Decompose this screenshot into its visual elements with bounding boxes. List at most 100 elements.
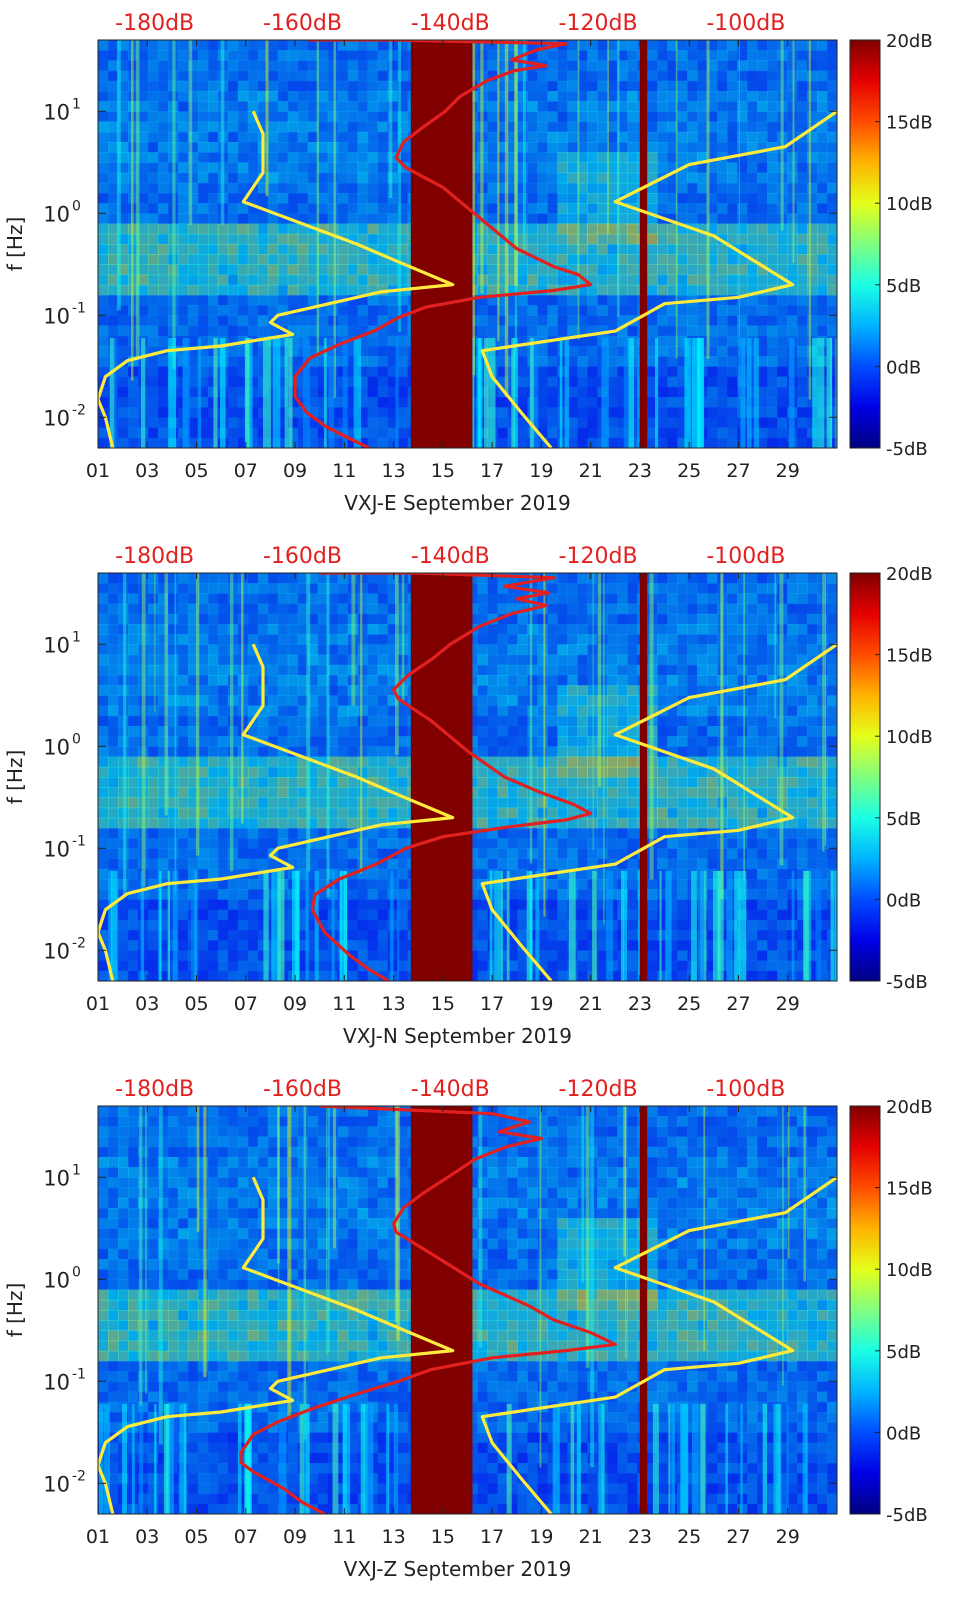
spectrogram-cell bbox=[258, 583, 269, 594]
spectrogram-cell bbox=[398, 407, 409, 418]
spectrogram-cell bbox=[318, 50, 329, 61]
spectrogram-cell bbox=[158, 377, 169, 388]
spectrogram-cell bbox=[797, 377, 808, 388]
spectrogram-cell bbox=[128, 665, 139, 676]
spectrogram-cell bbox=[587, 315, 598, 326]
spectrogram-cell bbox=[218, 614, 229, 625]
spectrogram-cell bbox=[757, 193, 768, 204]
spectrogram-cell bbox=[607, 397, 618, 408]
spectrogram-cell bbox=[148, 60, 159, 71]
spectrogram-cell bbox=[727, 438, 738, 449]
spectrogram-cell bbox=[278, 604, 289, 615]
spectrogram-cell bbox=[378, 336, 389, 347]
spectrogram-cell bbox=[238, 930, 249, 941]
spectrogram-cell bbox=[228, 101, 239, 112]
spectrogram-cell bbox=[557, 50, 568, 61]
transient-streak bbox=[607, 40, 609, 233]
spectrogram-cell bbox=[348, 848, 359, 859]
spectrogram-cell bbox=[148, 655, 159, 666]
spectrogram-cell bbox=[488, 787, 499, 798]
spectrogram-cell bbox=[148, 899, 159, 910]
spectrogram-cell bbox=[398, 397, 409, 408]
spectrogram-cell bbox=[527, 634, 538, 645]
spectrogram-cell bbox=[368, 940, 379, 951]
spectrogram-cell bbox=[208, 142, 219, 153]
spectrogram-cell bbox=[258, 848, 269, 859]
spectrogram-cell bbox=[527, 81, 538, 92]
spectrogram-cell bbox=[498, 417, 509, 428]
lowfreq-stripe bbox=[560, 338, 563, 448]
spectrogram-cell bbox=[228, 81, 239, 92]
spectrogram-cell bbox=[338, 655, 349, 666]
spectrogram-cell bbox=[527, 859, 538, 870]
spectrogram-cell bbox=[657, 40, 668, 51]
spectrogram-cell bbox=[657, 407, 668, 418]
spectrogram-cell bbox=[338, 604, 349, 615]
spectrogram-cell bbox=[358, 234, 369, 245]
spectrogram-cell bbox=[547, 736, 558, 747]
spectrogram-cell bbox=[288, 81, 299, 92]
spectrogram-cell bbox=[378, 879, 389, 890]
spectrogram-cell bbox=[547, 213, 558, 224]
spectrogram-cell bbox=[547, 234, 558, 245]
spectrogram-cell bbox=[98, 889, 109, 900]
spectrogram-cell bbox=[498, 716, 509, 727]
transient-streak bbox=[266, 40, 269, 196]
spectrogram-cell bbox=[248, 315, 259, 326]
spectrogram-cell bbox=[278, 787, 289, 798]
spectrogram-cell bbox=[378, 234, 389, 245]
y-tick-exponent: -1 bbox=[72, 300, 86, 316]
spectrogram-cell bbox=[258, 213, 269, 224]
spectrogram-cell bbox=[517, 213, 528, 224]
spectrogram-cell bbox=[827, 305, 838, 316]
spectrogram-cell bbox=[368, 387, 379, 398]
spectrogram-cell bbox=[98, 183, 109, 194]
spectrogram-cell bbox=[268, 777, 279, 788]
spectrogram-cell bbox=[498, 624, 509, 635]
spectrogram-cell bbox=[647, 60, 658, 71]
spectrogram-cell bbox=[178, 122, 189, 133]
spectrogram-cell bbox=[248, 940, 259, 951]
spectrogram-cell bbox=[368, 356, 379, 367]
spectrogram-cell bbox=[537, 736, 548, 747]
spectrogram-cell bbox=[587, 295, 598, 306]
spectrogram-cell bbox=[278, 193, 289, 204]
spectrogram-cell bbox=[298, 60, 309, 71]
spectrogram-cell bbox=[338, 777, 349, 788]
spectrogram-cell bbox=[178, 808, 189, 819]
spectrogram-cell bbox=[208, 818, 219, 829]
spectrogram-cell bbox=[98, 264, 109, 275]
spectrogram-cell bbox=[338, 50, 349, 61]
transient-streak bbox=[189, 40, 192, 225]
spectrogram-cell bbox=[378, 60, 389, 71]
spectrogram-cell bbox=[278, 50, 289, 61]
spectrogram-cell bbox=[527, 675, 538, 686]
spectrogram-cell bbox=[787, 81, 798, 92]
spectrogram-cell bbox=[98, 101, 109, 112]
spectrogram-cell bbox=[208, 767, 219, 778]
spectrogram-cell bbox=[288, 593, 299, 604]
spectrogram-cell bbox=[378, 366, 389, 377]
spectrogram-cell bbox=[148, 675, 159, 686]
spectrogram-cell bbox=[687, 111, 698, 122]
spectrogram-cell bbox=[567, 71, 578, 82]
spectrogram-cell bbox=[318, 971, 329, 982]
spectrogram-cell bbox=[298, 132, 309, 143]
spectrogram-cell bbox=[757, 244, 768, 255]
spectrogram-cell bbox=[587, 40, 598, 51]
spectrogram-cell bbox=[557, 624, 568, 635]
spectrogram-cell bbox=[567, 60, 578, 71]
spectrogram-cell bbox=[537, 417, 548, 428]
spectrogram-cell bbox=[488, 706, 499, 717]
spectrogram-cell bbox=[178, 695, 189, 706]
spectrogram-cell bbox=[178, 889, 189, 900]
spectrogram-cell bbox=[268, 295, 279, 306]
spectrogram-cell bbox=[358, 695, 369, 706]
spectrogram-cell bbox=[517, 315, 528, 326]
spectrogram-cell bbox=[278, 60, 289, 71]
spectrogram-cell bbox=[717, 101, 728, 112]
spectrogram-cell bbox=[557, 91, 568, 102]
spectrogram-cell bbox=[258, 818, 269, 829]
spectrogram-cell bbox=[288, 604, 299, 615]
spectrogram-cell bbox=[178, 644, 189, 655]
